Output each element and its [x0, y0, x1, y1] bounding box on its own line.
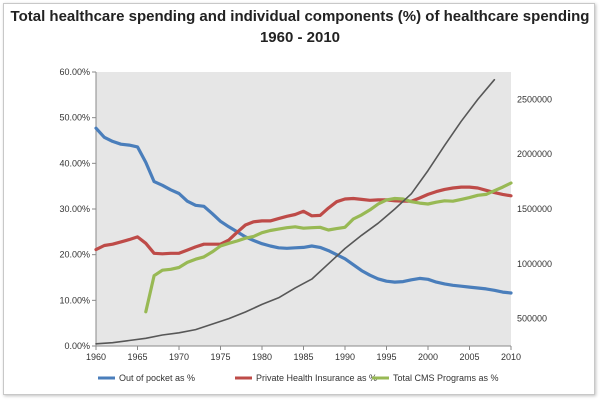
- series-line-2: [144, 181, 513, 314]
- x-tick-label: 1985: [293, 352, 313, 362]
- x-tick-label: 2000: [418, 352, 438, 362]
- plot-area: [96, 72, 511, 346]
- legend-label: Total CMS Programs as %: [393, 373, 499, 383]
- x-tick-label: 1990: [335, 352, 355, 362]
- series-line-0: [94, 126, 513, 295]
- x-tick-label: 2005: [459, 352, 479, 362]
- x-tick-label: 1995: [376, 352, 396, 362]
- x-tick-label: 1970: [169, 352, 189, 362]
- legend-label: Out of pocket as %: [119, 373, 195, 383]
- y-right-tick-label: 500000: [517, 314, 547, 324]
- x-tick-label: 2010: [501, 352, 521, 362]
- y-left-tick-label: 10.00%: [59, 295, 90, 305]
- y-left-tick-label: 60.00%: [59, 67, 90, 77]
- series-line-3: [95, 78, 496, 345]
- x-tick-label: 1965: [127, 352, 147, 362]
- y-right-tick-label: 1000000: [517, 259, 552, 269]
- chart-subtitle: 1960 - 2010: [259, 29, 341, 46]
- y-right-tick-label: 1500000: [517, 204, 552, 214]
- y-left-tick-label: 40.00%: [59, 158, 90, 168]
- y-right-tick-label: 2000000: [517, 149, 552, 159]
- chart-title: Total healthcare spending and individual…: [10, 8, 590, 25]
- x-tick-label: 1975: [210, 352, 230, 362]
- y-left-tick-label: 20.00%: [59, 250, 90, 260]
- x-tick-label: 1980: [252, 352, 272, 362]
- y-right-tick-label: 2500000: [517, 94, 552, 104]
- y-left-tick-label: 0.00%: [64, 341, 90, 351]
- y-left-tick-label: 50.00%: [59, 113, 90, 123]
- series-line-1: [94, 185, 513, 256]
- y-left-tick-label: 30.00%: [59, 204, 90, 214]
- legend-label: Private Health Insurance as %: [256, 373, 377, 383]
- x-tick-label: 1960: [86, 352, 106, 362]
